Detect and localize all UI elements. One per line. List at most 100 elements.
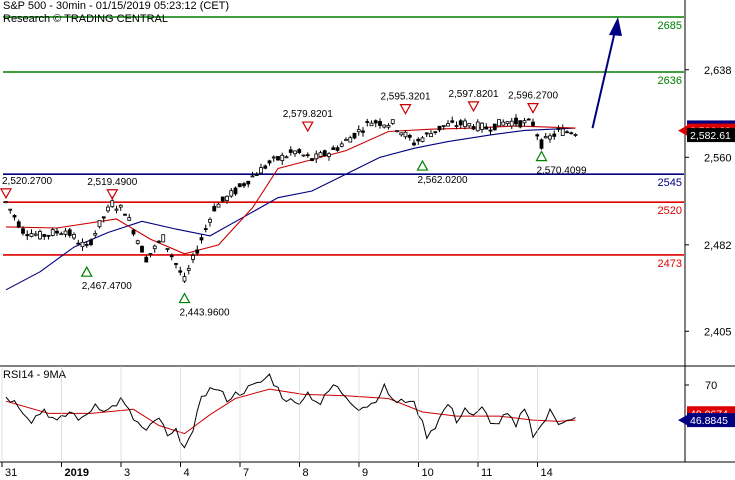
candle-body (480, 122, 484, 130)
swing-low-marker (416, 159, 429, 171)
swing-high-marker (106, 189, 119, 201)
candle-body (174, 263, 178, 265)
candle-body (25, 234, 30, 237)
candle-body (152, 245, 157, 250)
candle-body (242, 183, 246, 187)
candle-body (50, 229, 55, 236)
swing-high-label: 2,520.2700 (2, 176, 52, 187)
candle-body (509, 120, 514, 127)
candle-body (526, 118, 531, 121)
candle-body (157, 240, 161, 243)
candle-body (263, 165, 268, 169)
candle-body (280, 154, 285, 161)
candle-body (314, 153, 319, 160)
rsi-value-tag-box (687, 413, 735, 428)
candle-body (271, 156, 276, 159)
candle-body (212, 205, 217, 212)
x-tick-label: 8 (303, 467, 309, 479)
candle-body (535, 134, 540, 137)
candle-body (225, 195, 229, 201)
rsi-y-tick-label: 70 (705, 380, 717, 392)
candle-body (539, 139, 544, 149)
rsi-tag-pointer (678, 415, 687, 426)
candle-body (267, 160, 272, 164)
candle-body (441, 125, 446, 127)
x-tick-label: 14 (541, 467, 553, 479)
candle-body (144, 256, 149, 263)
candle-body (301, 154, 306, 157)
candle-body (250, 175, 255, 178)
swing-high-label: 2,597.8201 (448, 89, 498, 100)
candle-body (161, 234, 166, 243)
candle-body (12, 215, 17, 218)
y-tick-label: 2,560 (704, 152, 732, 164)
candle-body (471, 126, 476, 130)
candle-body (522, 120, 527, 124)
candle-body (488, 129, 493, 132)
level-label-2636: 2636 (658, 75, 682, 87)
candle-body (335, 147, 340, 151)
candle-body (467, 122, 472, 127)
candle-body (505, 121, 510, 125)
rsi-panel-title: RSI14 - 9MA (3, 369, 67, 381)
candle-body (8, 208, 13, 211)
candle-body (492, 123, 497, 131)
candle-body (46, 234, 51, 237)
y-tick-label: 2,638 (704, 65, 732, 77)
candle-body (386, 124, 391, 128)
rsi-ma-line (5, 388, 576, 435)
candle-body (569, 132, 574, 135)
candle-body (21, 228, 25, 234)
candle-body (84, 243, 89, 246)
candle-body (424, 132, 429, 135)
level-label-2520: 2520 (658, 205, 682, 217)
candle-body (276, 156, 280, 161)
candle-body (369, 122, 374, 127)
candle-body (67, 229, 72, 236)
swing-low-label: 2,443.9600 (179, 308, 229, 319)
candle-body (390, 119, 395, 124)
candle-body (148, 253, 153, 255)
candle-body (89, 239, 93, 246)
candle-body (127, 217, 132, 221)
level-label-2473: 2473 (658, 258, 682, 270)
candle-body (399, 132, 404, 136)
swing-low-marker (178, 292, 191, 304)
x-tick-label: 7 (243, 467, 249, 479)
candle-body (310, 158, 314, 161)
candle-body (33, 233, 38, 236)
candle-body (450, 120, 455, 123)
candle-body (101, 216, 106, 219)
y-tick-label: 2,405 (704, 326, 732, 338)
candle-body (339, 143, 344, 147)
candle-body (543, 135, 548, 139)
rsi-line (5, 373, 576, 449)
candle-body (284, 156, 289, 159)
swing-high-marker (467, 101, 480, 113)
candle-body (131, 229, 136, 235)
forecast-arrow-line (591, 30, 616, 129)
candle-body (123, 213, 127, 216)
x-tick-label: 31 (5, 467, 17, 479)
swing-high-marker (526, 102, 540, 114)
candle-body (110, 200, 115, 208)
candle-body (216, 203, 221, 208)
candle-body (356, 129, 361, 133)
swing-high-label: 2,596.2700 (508, 91, 558, 102)
candle-body (237, 183, 242, 188)
x-tick-label: 10 (422, 467, 434, 479)
candle-body (556, 128, 561, 130)
candle-body (407, 134, 412, 138)
x-tick-label: 4 (184, 467, 190, 479)
swing-low-label: 2,562.0200 (417, 175, 467, 186)
x-tick-label: 2019 (65, 467, 89, 479)
candle-body (497, 119, 501, 127)
candle-body (327, 153, 331, 157)
candle-body (518, 120, 523, 128)
candle-body (4, 201, 8, 204)
candle-body (348, 137, 353, 143)
candle-body (433, 131, 438, 134)
candle-body (322, 150, 327, 156)
candle-body (331, 147, 336, 150)
